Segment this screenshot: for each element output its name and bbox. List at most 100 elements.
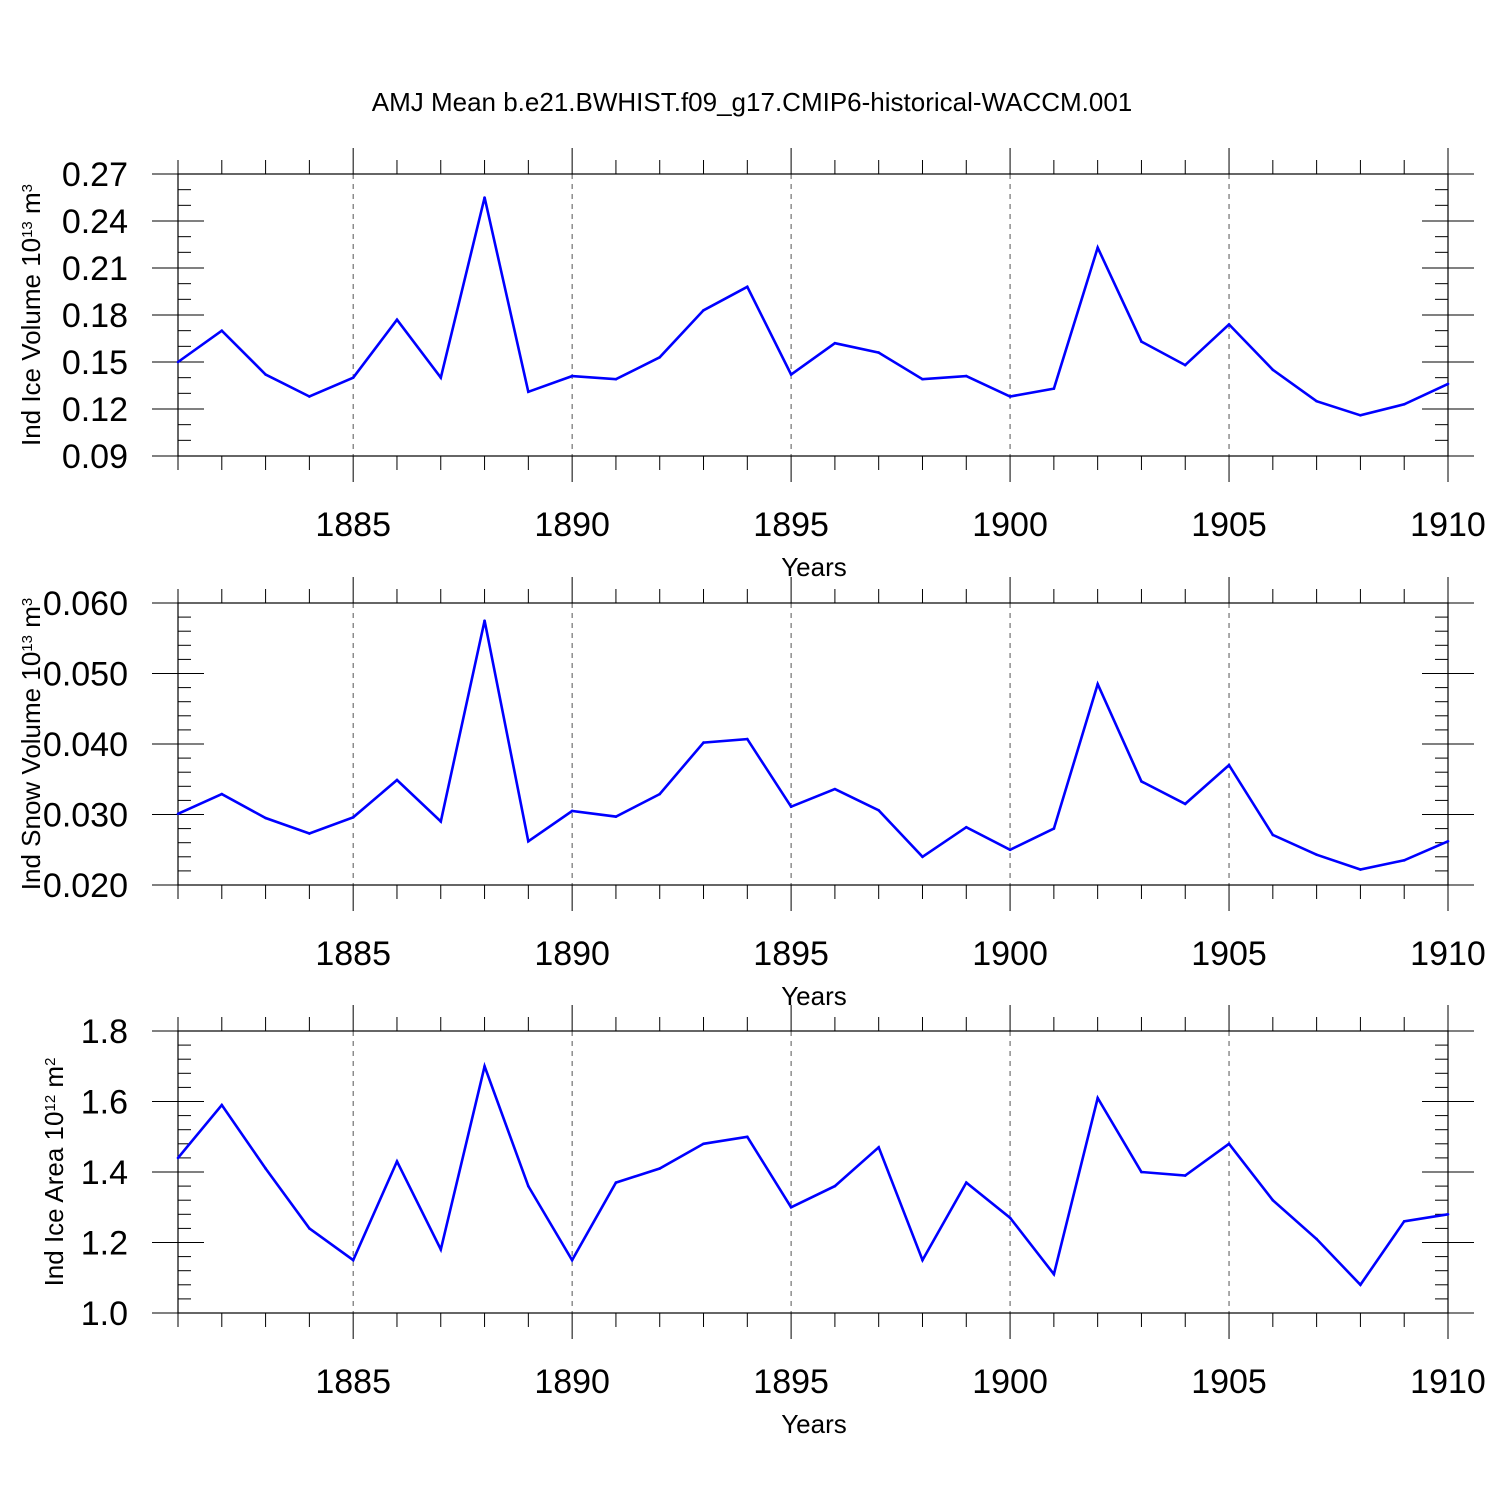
y-axis-label-superscript: 12 <box>42 1095 59 1112</box>
data-point <box>1008 395 1012 398</box>
data-point <box>614 1181 618 1184</box>
figure-title: AMJ Mean b.e21.BWHIST.f09_g17.CMIP6-hist… <box>372 87 1133 117</box>
data-point <box>308 832 311 835</box>
x-tick-label: 1895 <box>753 935 829 973</box>
data-point <box>702 741 705 744</box>
data-point <box>1227 323 1231 326</box>
y-tick-label: 1.2 <box>81 1225 128 1263</box>
data-point <box>1052 827 1056 830</box>
data-point <box>1183 802 1187 806</box>
data-point <box>1359 868 1362 871</box>
y-axis-label-text: m <box>16 606 46 628</box>
y-tick-label: 0.030 <box>43 797 128 835</box>
y-axis-label-text: Ind Ice Area 10 <box>39 1112 69 1287</box>
x-tick-label: 1895 <box>753 506 829 544</box>
data-point <box>527 390 530 394</box>
data-point <box>395 318 399 322</box>
data-point <box>351 816 355 819</box>
data-point <box>1315 853 1318 856</box>
data-point <box>1140 340 1143 343</box>
data-point <box>1227 1142 1231 1146</box>
x-tick-label: 1885 <box>315 506 391 544</box>
data-point <box>921 855 924 859</box>
data-point <box>439 376 443 379</box>
data-point <box>176 360 180 364</box>
y-tick-label: 0.27 <box>62 156 128 194</box>
x-tick-label: 1905 <box>1191 506 1267 544</box>
x-tick-label: 1890 <box>534 935 610 973</box>
data-point <box>351 376 355 379</box>
y-tick-label: 1.0 <box>81 1295 128 1333</box>
data-point <box>789 373 793 376</box>
y-tick-label: 0.09 <box>62 438 128 476</box>
data-point <box>570 374 574 378</box>
data-point <box>570 1258 574 1262</box>
x-tick-label: 1900 <box>972 935 1048 973</box>
data-point <box>264 1167 267 1170</box>
data-point <box>395 1160 399 1163</box>
data-point <box>1446 382 1450 386</box>
data-point <box>1140 1170 1143 1174</box>
data-point <box>877 1146 880 1149</box>
data-point <box>1183 363 1187 367</box>
x-tick-label: 1910 <box>1410 506 1486 544</box>
y-axis-label-text: Ind Snow Volume 10 <box>16 652 46 891</box>
data-point <box>877 808 880 812</box>
y-axis-label-superscript: 3 <box>19 598 36 606</box>
data-point <box>1446 839 1450 843</box>
data-point <box>1096 246 1099 249</box>
data-point <box>439 820 443 823</box>
x-tick-label: 1905 <box>1191 1363 1267 1401</box>
y-axis-label-text: Ind Ice Volume 10 <box>16 238 46 446</box>
y-tick-label: 0.12 <box>62 391 128 429</box>
data-point <box>1402 859 1406 862</box>
data-point <box>1052 1272 1056 1276</box>
x-tick-label: 1890 <box>534 1363 610 1401</box>
x-axis-label: Years <box>781 1409 847 1439</box>
data-point <box>964 374 968 378</box>
data-point <box>921 377 924 381</box>
x-tick-label: 1885 <box>315 1363 391 1401</box>
data-point <box>351 1258 355 1262</box>
data-point <box>921 1258 924 1262</box>
data-point <box>1271 1198 1275 1202</box>
x-axis-label: Years <box>781 981 847 1011</box>
y-axis-label-text: m <box>16 192 46 214</box>
data-point <box>483 196 486 199</box>
data-point <box>746 285 749 289</box>
data-point <box>964 825 968 829</box>
data-point <box>1315 399 1318 403</box>
data-point <box>1359 1283 1362 1287</box>
x-tick-label: 1905 <box>1191 935 1267 973</box>
data-point <box>570 809 574 813</box>
data-point <box>1359 413 1362 417</box>
data-point <box>746 1135 749 1139</box>
data-point <box>1227 763 1231 767</box>
x-tick-label: 1910 <box>1410 1363 1486 1401</box>
data-point <box>746 737 749 741</box>
y-tick-label: 0.040 <box>43 726 128 764</box>
data-point <box>1096 682 1099 686</box>
x-tick-label: 1910 <box>1410 935 1486 973</box>
data-point <box>877 351 880 354</box>
data-point <box>789 1205 793 1209</box>
data-point <box>964 1181 968 1184</box>
data-point <box>1140 780 1143 783</box>
data-point <box>176 1156 180 1160</box>
y-tick-label: 0.18 <box>62 297 128 335</box>
x-tick-label: 1900 <box>972 506 1048 544</box>
data-point <box>789 805 793 809</box>
y-axis-label-superscript: 2 <box>42 1058 59 1066</box>
x-axis-label: Years <box>781 552 847 582</box>
data-point <box>833 1184 837 1188</box>
y-axis-label-text: m <box>39 1066 69 1088</box>
y-axis-label-superscript: 3 <box>19 184 36 192</box>
data-point <box>483 1064 486 1068</box>
data-point <box>658 792 662 796</box>
data-point <box>1315 1237 1318 1241</box>
plot-frame <box>177 1030 1449 1314</box>
data-point <box>220 329 224 332</box>
data-point <box>264 816 267 820</box>
y-tick-label: 0.21 <box>62 250 128 288</box>
